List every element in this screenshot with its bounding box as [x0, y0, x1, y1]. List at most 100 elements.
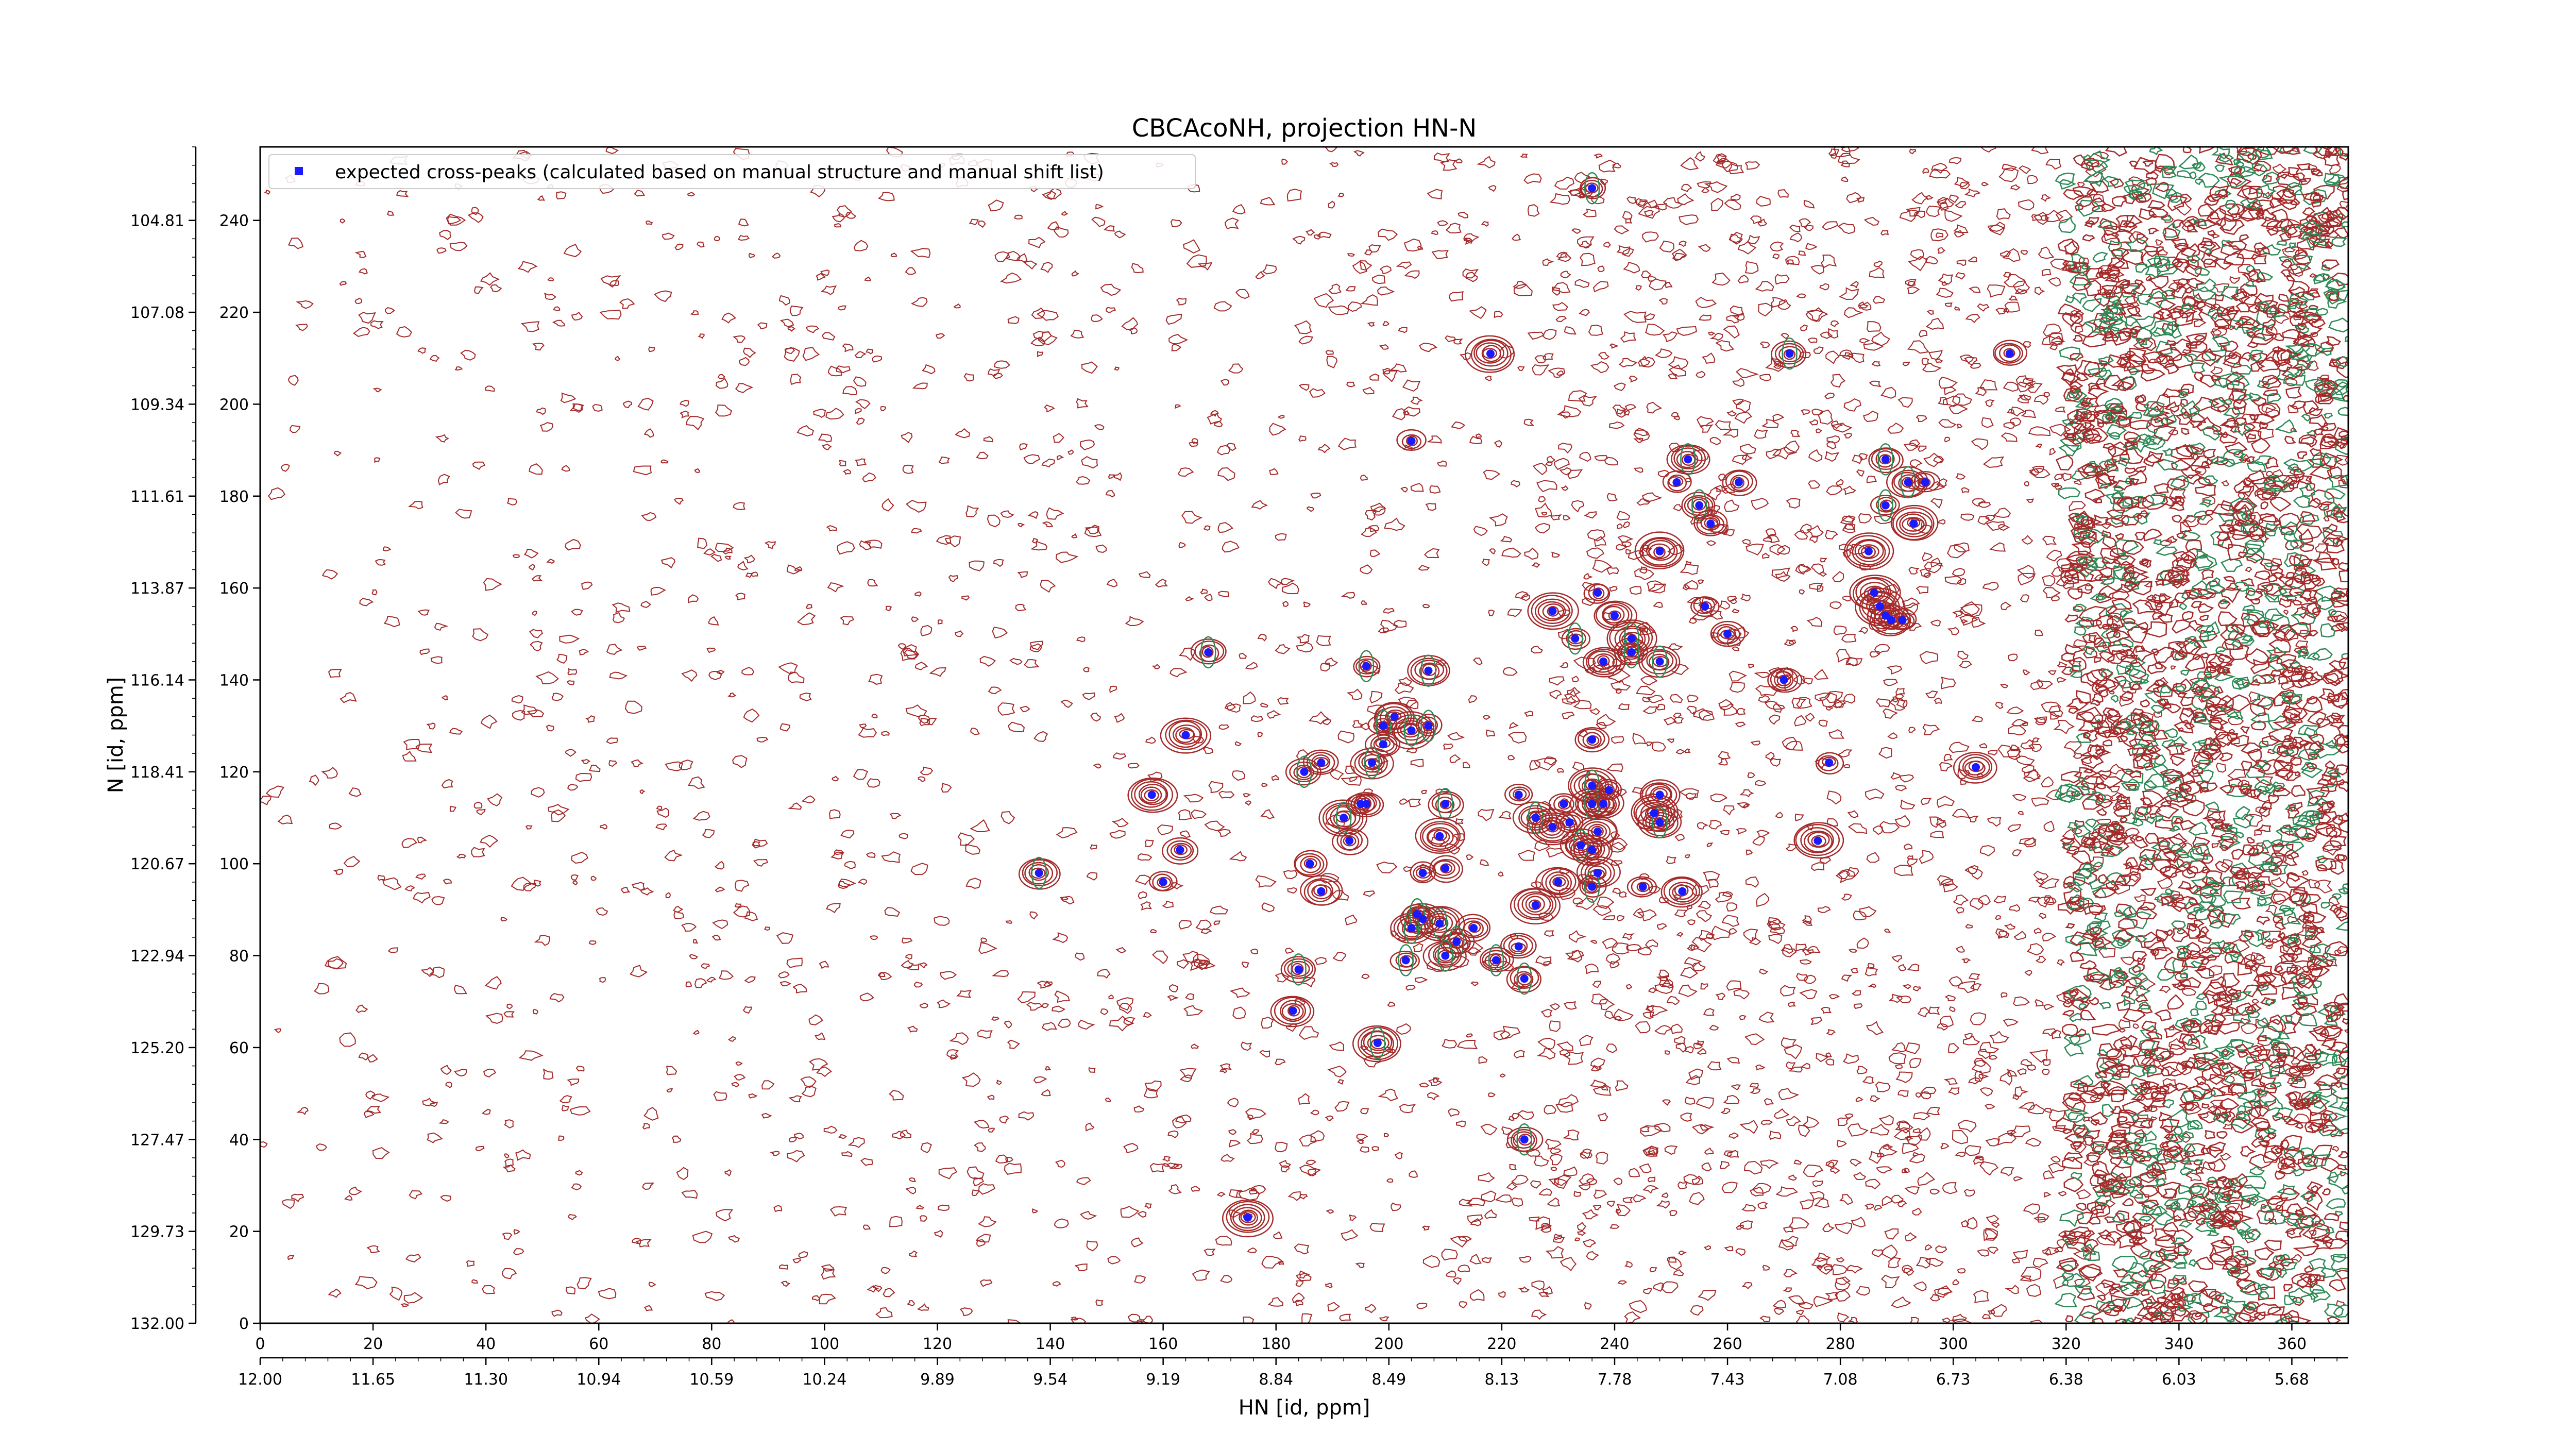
noise-contour [2287, 218, 2302, 229]
noise-contour [2113, 675, 2127, 687]
noise-contour [1325, 1283, 1333, 1288]
noise-contour [1081, 361, 1098, 374]
noise-contour [1091, 216, 1106, 227]
noise-contour [1866, 852, 1879, 863]
noise-contour [973, 1142, 986, 1152]
noise-contour [955, 428, 970, 439]
noise-contour [910, 297, 928, 307]
noise-contour [959, 1307, 973, 1317]
noise-contour [1295, 1280, 1304, 1287]
noise-contour [1679, 788, 1699, 799]
noise-contour [513, 1248, 524, 1256]
noise-contour [671, 1135, 682, 1143]
noise-contour [728, 1036, 736, 1042]
noise-contour [1197, 262, 1213, 271]
noise-contour [1710, 632, 1721, 639]
noise-contour [1056, 551, 1079, 563]
noise-contour [813, 409, 826, 418]
noise-contour [1292, 235, 1306, 245]
noise-contour [1929, 1294, 1940, 1302]
noise-contour [1841, 147, 1859, 153]
noise-contour [563, 244, 582, 258]
noise-contour [503, 1011, 515, 1018]
noise-contour [1826, 818, 1838, 827]
noise-contour [321, 767, 338, 779]
noise-contour [475, 1145, 485, 1151]
noise-contour [2172, 678, 2193, 695]
noise-contour [872, 355, 883, 363]
noise-contour [1337, 1079, 1344, 1085]
noise-contour [1472, 658, 1483, 665]
noise-contour [2226, 662, 2233, 667]
noise-contour [1647, 1176, 1656, 1183]
noise-contour [1267, 1297, 1283, 1307]
noise-contour [899, 833, 908, 839]
noise-contour [1656, 1200, 1670, 1209]
noise-contour [918, 776, 926, 783]
noise-contour [387, 210, 395, 216]
noise-contour [527, 709, 545, 718]
noise-contour [1967, 256, 1977, 263]
noise-contour [2336, 779, 2345, 786]
noise-contour [2087, 384, 2109, 399]
noise-contour [1251, 1129, 1259, 1135]
noise-contour [1577, 1222, 1587, 1232]
noise-contour [1942, 395, 1960, 408]
noise-contour [1399, 1103, 1416, 1114]
noise-contour [1144, 1080, 1162, 1092]
noise-contour [387, 947, 398, 953]
noise-contour [2241, 293, 2262, 306]
noise-contour [1396, 261, 1412, 269]
noise-contour [2027, 382, 2043, 393]
noise-contour [1944, 386, 1957, 396]
noise-contour [688, 776, 705, 789]
noise-contour [1977, 516, 1990, 525]
noise-contour [1842, 485, 1856, 495]
noise-contour [1941, 281, 1949, 286]
noise-contour [826, 525, 837, 532]
noise-contour [449, 728, 463, 735]
noise-contour [1294, 320, 1312, 334]
noise-contour [1937, 875, 1953, 886]
noise-contour [1272, 774, 1279, 781]
noise-contour [1086, 872, 1097, 881]
noise-contour [1179, 1068, 1197, 1079]
noise-contour [1109, 685, 1117, 694]
noise-contour [1708, 820, 1722, 830]
noise-contour [409, 1190, 423, 1200]
noise-contour [648, 346, 655, 352]
noise-contour [1517, 366, 1525, 372]
noise-contour [1987, 284, 2006, 298]
noise-contour [750, 571, 758, 577]
noise-contour [2065, 934, 2087, 947]
noise-contour [771, 252, 781, 259]
noise-contour [2178, 304, 2197, 319]
noise-contour [1360, 564, 1373, 575]
noise-contour [673, 911, 684, 919]
noise-contour [920, 1142, 932, 1154]
noise-contour [1747, 234, 1760, 245]
noise-contour [1036, 310, 1059, 321]
noise-contour [1416, 1303, 1428, 1309]
noise-contour [716, 378, 728, 389]
noise-contour [2091, 828, 2107, 841]
noise-contour [1084, 526, 1102, 537]
noise-contour [1719, 1161, 1730, 1169]
noise-contour [1922, 362, 1942, 373]
noise-contour [1500, 1025, 1521, 1040]
noise-contour [1673, 1269, 1684, 1276]
noise-contour [1875, 1081, 1891, 1092]
noise-contour [354, 1276, 378, 1289]
noise-contour [702, 829, 715, 838]
noise-contour [1775, 812, 1784, 819]
noise-contour [1552, 302, 1568, 311]
noise-contour [2302, 1091, 2323, 1104]
noise-contour [1306, 506, 1315, 512]
noise-contour [1991, 1222, 2000, 1228]
noise-contour [2010, 184, 2021, 191]
noise-contour [1469, 1289, 1485, 1301]
noise-contour [778, 662, 798, 675]
noise-contour [1296, 749, 1310, 760]
noise-contour [581, 759, 591, 764]
noise-contour [472, 461, 486, 470]
